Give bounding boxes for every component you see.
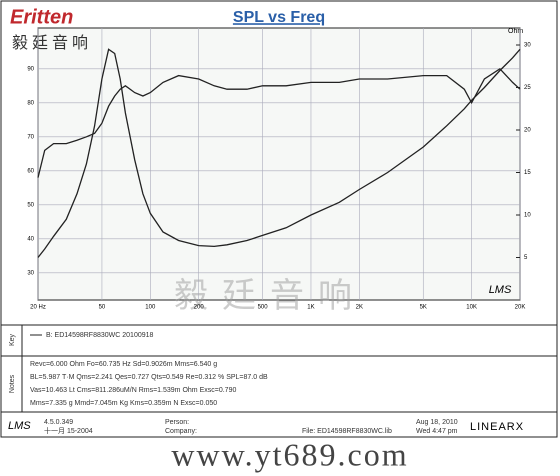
y-tick-label: 30 [27,270,34,276]
note-line: Revc=6.000 Ohm Fo=60.735 Hz Sd=0.9026m M… [30,361,217,368]
x-tick-label: 200 [194,305,205,311]
linearx: LINEARX [470,421,524,433]
url: www.yt689.com [171,436,408,472]
person: Person: [165,419,189,426]
y2-tick-label: 30 [524,43,531,49]
legend-text: B: ED14598RF8830WC 20100918 [46,332,154,339]
file: File: ED14598RF8830WC.lib [302,428,392,435]
footer-brand: LMS [8,420,31,432]
y-tick-label: 90 [27,66,34,72]
y2-tick-label: 15 [524,170,531,176]
logo: Eritten [10,6,73,28]
time: Wed 4:47 pm [416,428,458,435]
date: Aug 18, 2010 [416,419,458,426]
x-tick-label: 50 [99,305,106,311]
y-tick-label: 80 [27,100,34,106]
y2-label: Ohm [508,28,523,35]
chart-title: SPL vs Freq [233,9,325,26]
y2-tick-label: 10 [524,213,531,219]
key-label: Key [9,333,16,346]
y2-tick-label: 5 [524,255,528,261]
x-tick-label: 1K [307,305,314,311]
y2-tick-label: 20 [524,128,531,134]
date-cn: 十一月 15-2004 [44,426,93,435]
note-line: Vas=10.463 Lt Cms=811.286uM/N Rms=1.539m… [30,387,236,394]
y-tick-label: 50 [27,202,34,208]
x-tick-label: 2K [356,305,363,311]
note-line: BL=5.987 T·M Qms=2.241 Qes=0.727 Qts=0.5… [30,374,268,381]
watermark: 毅廷音响 [174,277,366,315]
series-line [37,67,521,178]
version: 4.5.0.349 [44,419,73,426]
x-tick-label: 500 [258,305,269,311]
x-tick-label: 10K [466,305,477,311]
x-tick-label: 5K [420,305,427,311]
x-tick-label: 100 [145,305,156,311]
y2-tick-label: 25 [524,85,531,91]
y-tick-label: 70 [27,134,34,140]
logo-cn: 毅廷音响 [12,34,92,52]
series-line [37,48,521,258]
y-tick-label: 60 [27,168,34,174]
x-tick-label: 20 Hz [30,305,46,311]
note-line: Mms=7.335 g Mmd=7.045m Kg Kms=0.359m N E… [30,400,217,407]
y-tick-label: 40 [27,236,34,242]
company: Company: [165,428,197,435]
brand: LMS [489,284,512,296]
x-tick-label: 20K [515,305,526,311]
notes-label: Notes [9,374,16,393]
